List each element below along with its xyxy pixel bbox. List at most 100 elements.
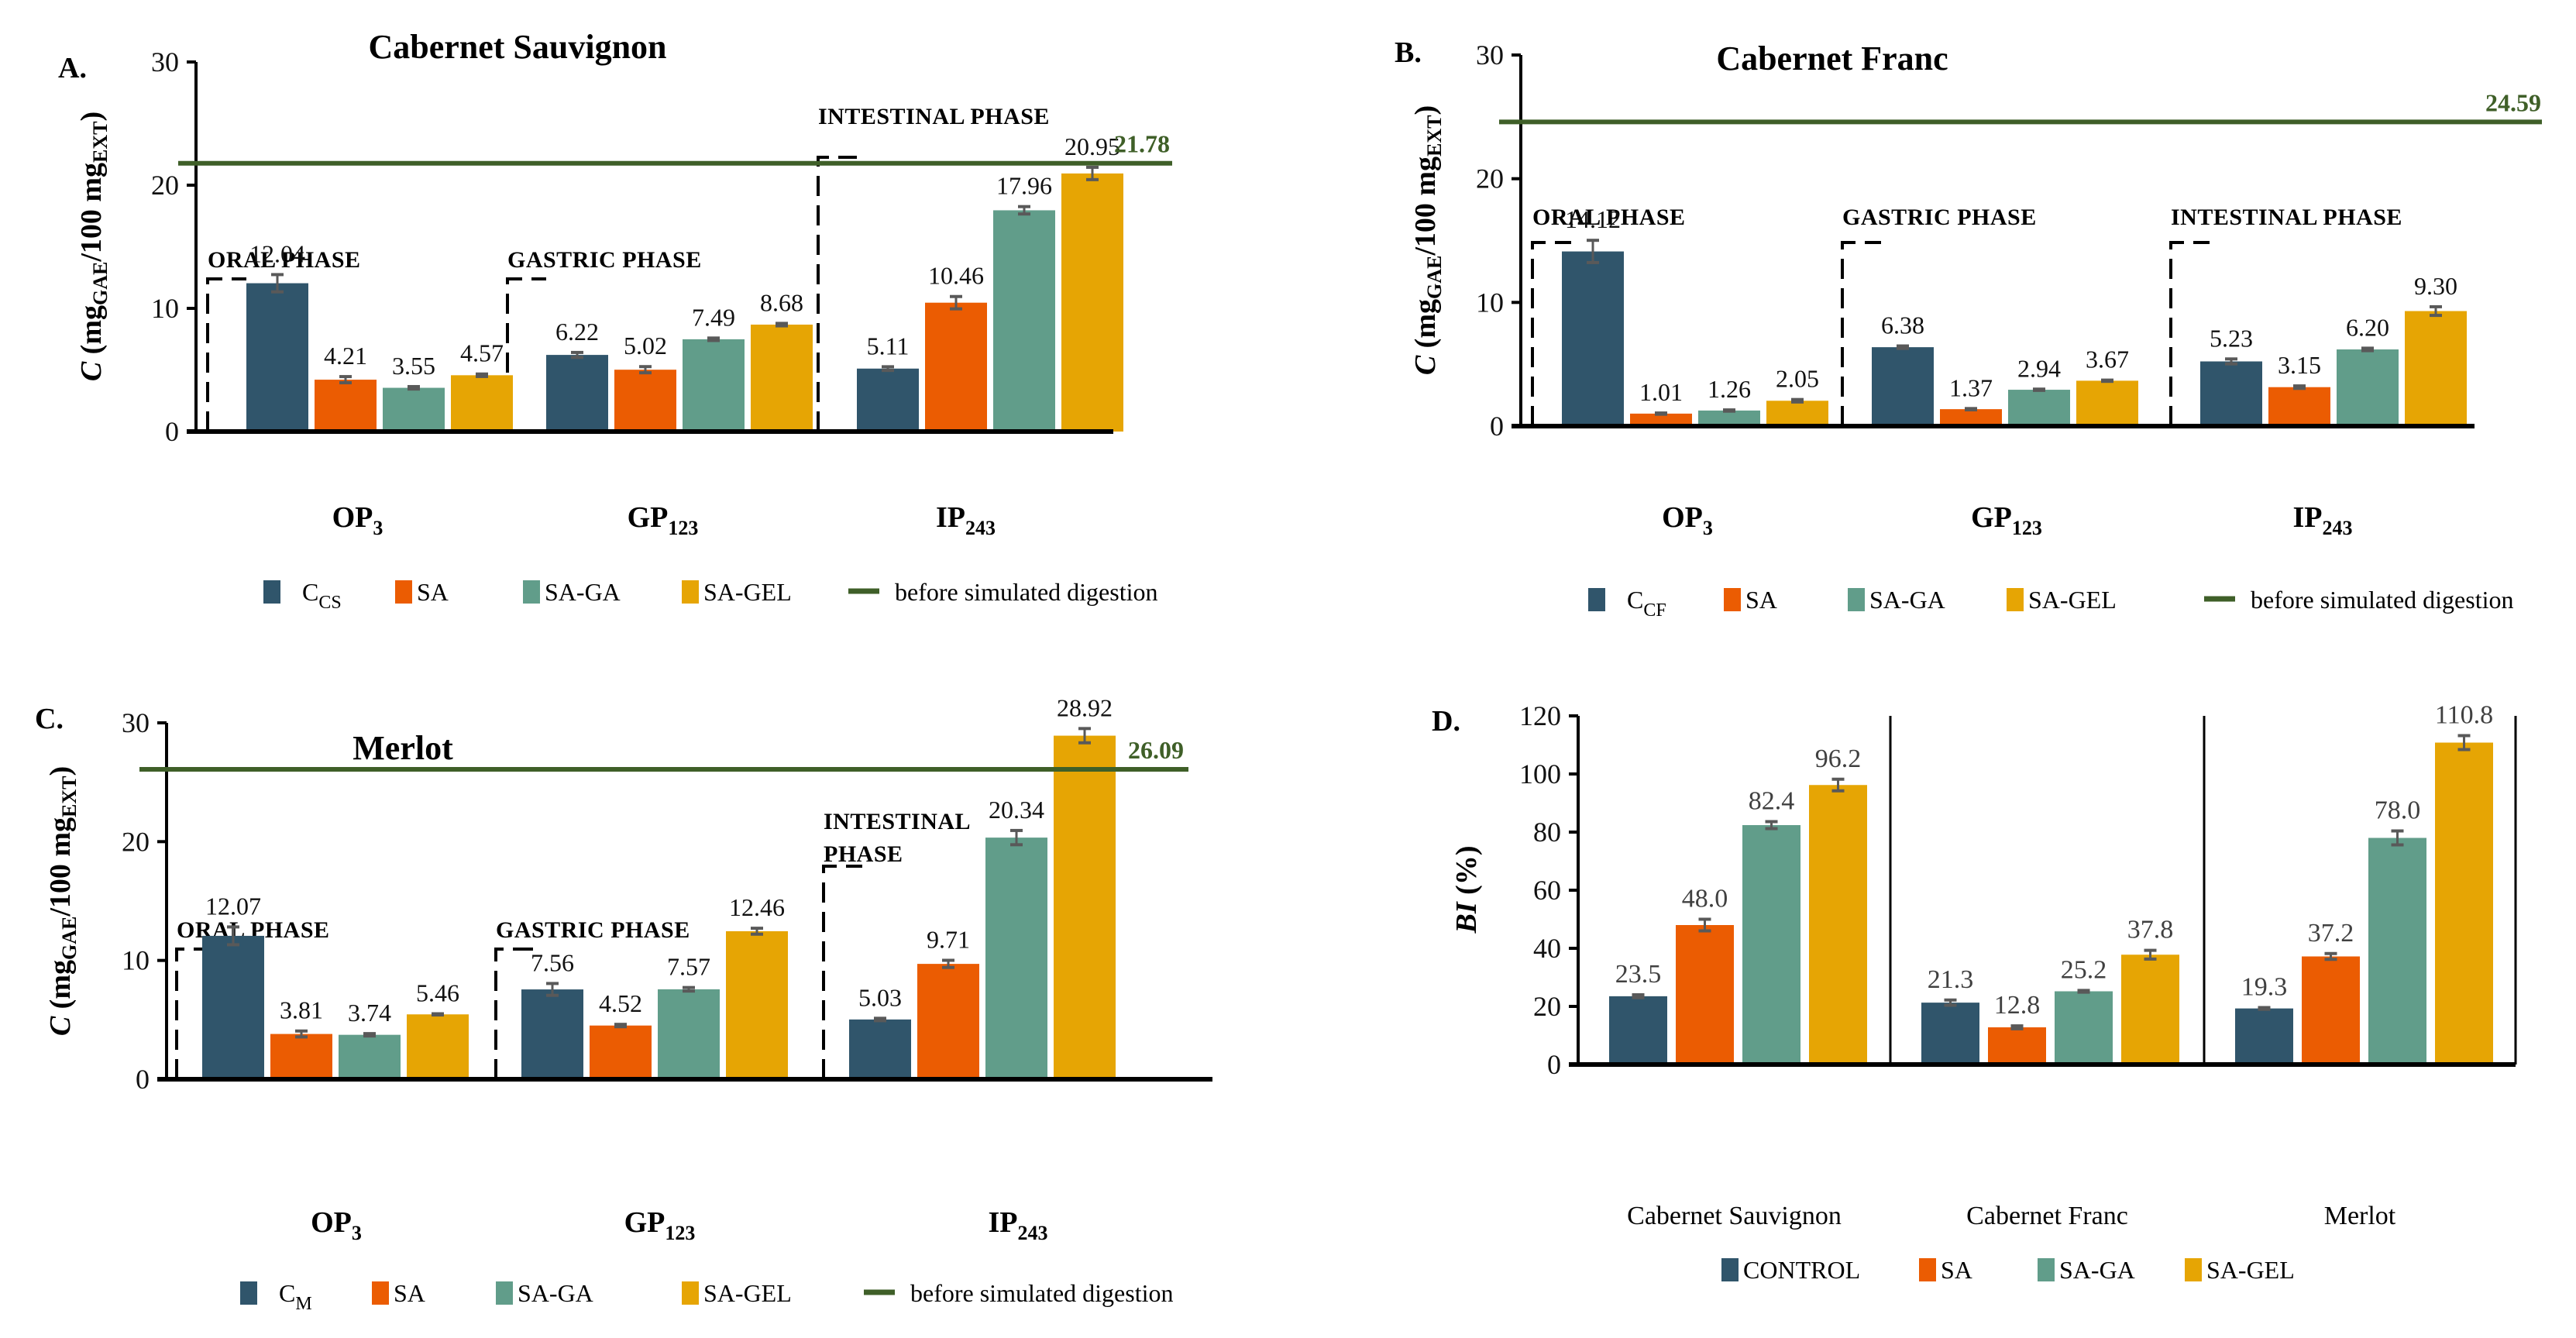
- data-label: 3.81: [280, 996, 323, 1024]
- error-bar: [2324, 951, 2337, 961]
- data-label: 2.05: [1776, 365, 1819, 393]
- phase-label: INTESTINAL PHASE: [824, 809, 971, 867]
- error-bar: [1791, 397, 1804, 404]
- error-bar: [227, 925, 239, 947]
- category-label: GP123: [628, 501, 699, 539]
- data-label: 17.96: [996, 172, 1052, 200]
- phase-bracket: [494, 948, 535, 1079]
- bar-sa: [614, 370, 676, 432]
- error-bar: [1723, 408, 1735, 413]
- data-label: 8.68: [760, 288, 803, 316]
- bar-sa-ga: [2055, 991, 2113, 1065]
- legend-swatch: [1724, 588, 1741, 611]
- legend-swatch: [1721, 1258, 1739, 1281]
- bar-control: [2235, 1008, 2293, 1065]
- legend-swatch: [1588, 588, 1605, 611]
- error-bar: [339, 375, 352, 385]
- panel-title: Cabernet Sauvignon: [368, 28, 666, 66]
- error-bar: [1965, 407, 1977, 411]
- legend-label: SA: [417, 578, 449, 606]
- bar-sa-ga: [658, 989, 720, 1079]
- error-bar: [2430, 304, 2442, 318]
- panel-title: Cabernet Franc: [1716, 40, 1948, 77]
- phase-label: ORAL PHASE: [208, 247, 361, 273]
- y-axis-label: C (mgGAE/100 mgEXT): [75, 112, 112, 381]
- bar-sa: [925, 302, 987, 432]
- error-bar: [2010, 1024, 2024, 1030]
- legend-item: SA-GEL: [2185, 1256, 2295, 1284]
- phase-label: INTESTINAL PHASE: [818, 104, 1050, 129]
- data-label: 14.12: [1565, 205, 1621, 233]
- category-label: OP3: [311, 1206, 362, 1244]
- data-label: 5.11: [867, 332, 910, 359]
- error-bar: [2391, 829, 2404, 847]
- error-bar: [2457, 734, 2471, 752]
- data-label: 1.26: [1708, 375, 1751, 403]
- legend-swatch: [240, 1281, 257, 1305]
- error-bar: [271, 273, 284, 294]
- y-tick-label: 30: [151, 46, 179, 77]
- legend-label: CCS: [302, 578, 342, 613]
- bar-sa-gel: [1766, 401, 1828, 426]
- error-bar: [1831, 777, 1845, 793]
- reference-value-label: 26.09: [1128, 736, 1184, 764]
- legend-item: SA-GA: [496, 1279, 593, 1307]
- legend-item: SA: [395, 578, 449, 606]
- data-label: 12.8: [1994, 991, 2041, 1020]
- data-label: 23.5: [1615, 960, 1662, 989]
- legend-label: SA: [1941, 1256, 1972, 1284]
- error-bar: [950, 294, 962, 311]
- legend: CCS SA SA-GA SA-GEL before simulated digesti…: [263, 578, 1157, 613]
- bar-control: [857, 368, 919, 432]
- legend-swatch: [2038, 1258, 2055, 1281]
- bar-sa-gel: [2405, 311, 2467, 426]
- phase-bracket: [822, 865, 862, 1079]
- data-label: 4.21: [324, 342, 367, 370]
- y-tick-label: 0: [1547, 1049, 1561, 1080]
- error-bar: [2033, 387, 2045, 392]
- y-tick-label: 10: [151, 293, 179, 324]
- data-label: 1.01: [1639, 378, 1683, 406]
- bar-sa-gel: [2435, 742, 2493, 1065]
- category-label: GP123: [624, 1206, 696, 1244]
- legend: CCF SA SA-GA SA-GEL before simulated digesti…: [1588, 586, 2513, 621]
- data-label: 5.46: [416, 979, 459, 1007]
- data-label: 3.15: [2278, 351, 2321, 379]
- category-label: OP3: [332, 501, 383, 539]
- bar-sa-ga: [993, 210, 1055, 432]
- y-tick-label: 20: [151, 170, 179, 201]
- phase-bracket: [1531, 241, 1571, 426]
- y-axis-label: BI (%): [1450, 846, 1483, 934]
- error-bar: [571, 350, 583, 359]
- legend-item: SA-GA: [2038, 1256, 2135, 1284]
- data-label: 37.2: [2308, 919, 2354, 948]
- data-label: 48.0: [1682, 885, 1728, 913]
- panel-letter: D.: [1432, 705, 1460, 738]
- panel-b-cabernet-franc: B. Cabernet Franc C (mgGAE/100 mgEXT) 0 10 20…: [1395, 36, 2542, 621]
- bar-sa: [315, 380, 377, 432]
- error-bar: [1632, 993, 1645, 999]
- y-tick-label: 100: [1519, 758, 1561, 789]
- error-bar: [2293, 384, 2306, 390]
- legend-swatch: [1848, 588, 1865, 611]
- legend-item-reference: before simulated digestion: [864, 1279, 1173, 1307]
- error-bar: [1010, 828, 1023, 847]
- error-bar: [2101, 378, 2113, 384]
- legend-item-reference: before simulated digestion: [848, 578, 1157, 606]
- data-label: 78.0: [2375, 796, 2421, 825]
- data-label: 7.56: [531, 948, 574, 976]
- data-label: 3.74: [348, 999, 391, 1027]
- data-label: 4.57: [460, 339, 504, 367]
- y-tick-label: 120: [1519, 700, 1561, 731]
- legend-label: SA-GA: [1869, 586, 1945, 614]
- y-tick-label: 10: [1476, 287, 1504, 318]
- data-label: 6.20: [2346, 313, 2389, 341]
- legend-item: SA: [372, 1279, 425, 1307]
- data-label: 2.94: [2017, 354, 2061, 382]
- data-label: 25.2: [2061, 955, 2107, 984]
- bar-sa-ga: [2368, 838, 2426, 1065]
- legend-label: before simulated digestion: [895, 578, 1157, 606]
- legend: CM SA SA-GA SA-GEL before simulated digestio…: [240, 1279, 1173, 1314]
